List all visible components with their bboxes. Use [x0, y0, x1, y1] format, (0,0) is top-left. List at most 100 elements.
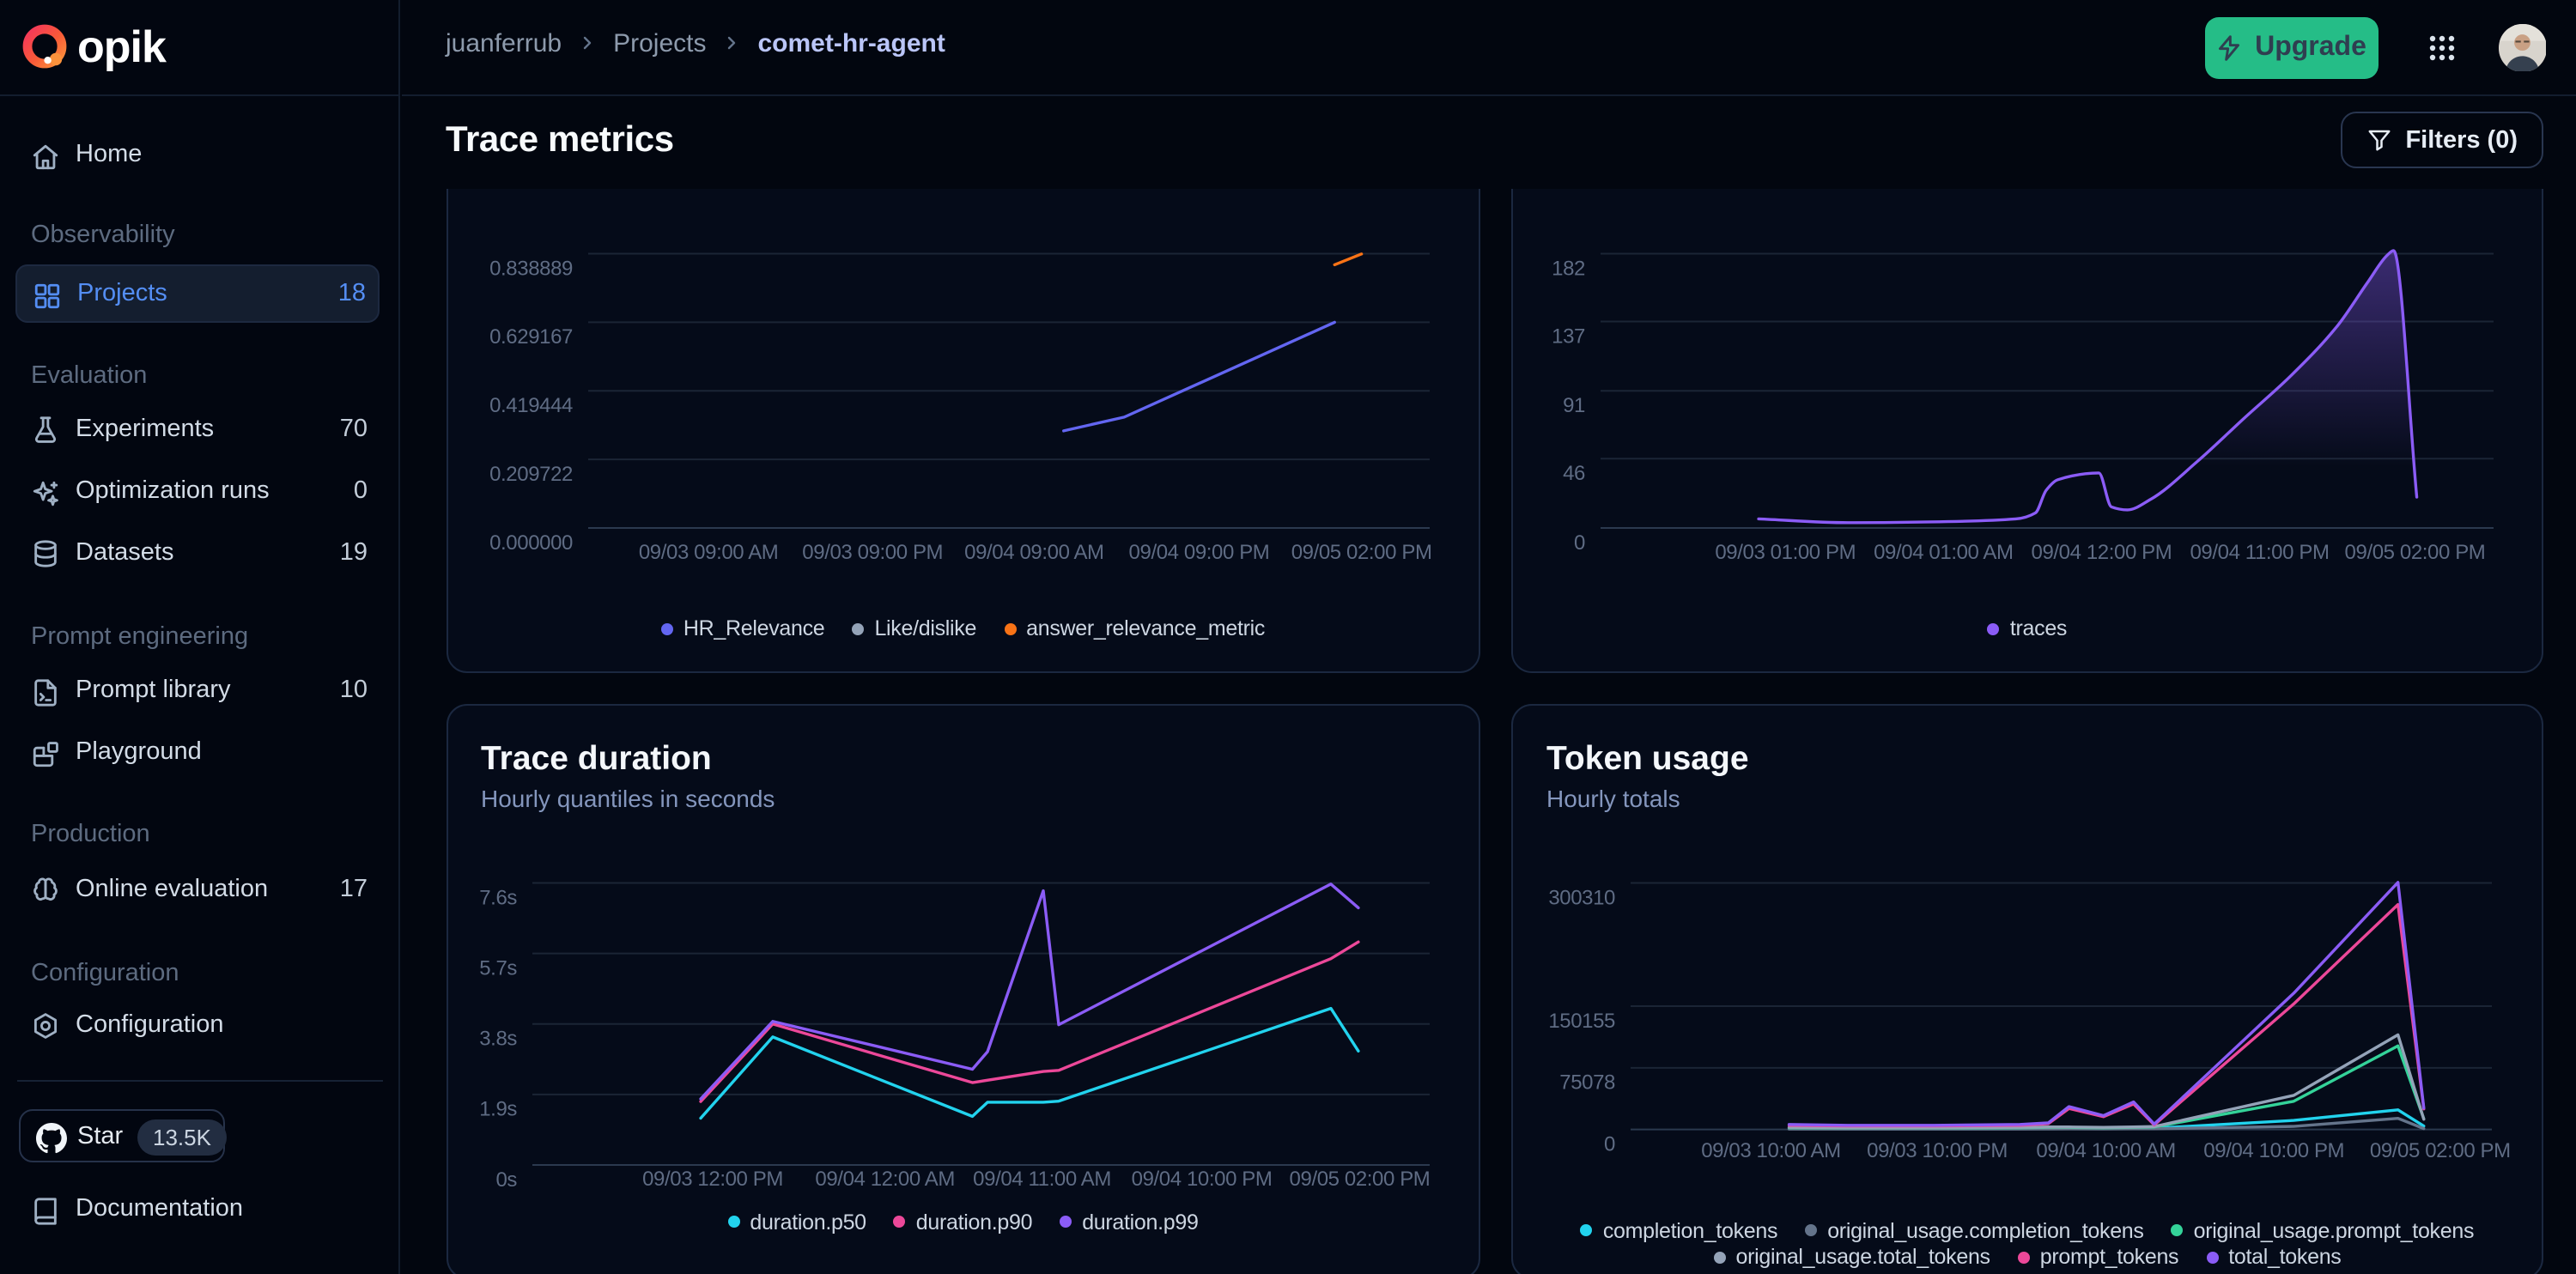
legend-label: traces: [2009, 616, 2068, 640]
sidebar-item-optimization-runs[interactable]: Optimization runs 0: [15, 464, 380, 522]
duration-chart: 7.6s 5.7s 3.8s 1.9s 0s 09/03 12:00 PM 09/04 12…: [478, 881, 1430, 1191]
opik-logo-icon: [22, 24, 67, 69]
legend-dot-icon: [1713, 1251, 1726, 1263]
legend-label: duration.p90: [915, 1210, 1033, 1234]
avatar-photo: [2499, 24, 2546, 71]
page-title: Trace metrics: [446, 120, 674, 160]
sidebar-item-home[interactable]: Home: [15, 127, 380, 185]
legend-item[interactable]: total_tokens: [2206, 1245, 2342, 1269]
chart-legend: duration.p50 duration.p90 duration.p99: [447, 1210, 1479, 1234]
upgrade-label: Upgrade: [2255, 33, 2366, 62]
sidebar-item-projects[interactable]: Projects 18: [15, 264, 380, 323]
sidebar-item-label: Optimization runs: [76, 477, 270, 505]
sidebar-item-prompt-library[interactable]: Prompt library 10: [15, 663, 380, 721]
star-label: Star: [77, 1122, 124, 1150]
legend-dot-icon: [1987, 622, 2000, 634]
filters-label: Filters (0): [2405, 126, 2518, 154]
legend-item[interactable]: HR_Relevance: [660, 616, 825, 640]
legend-item[interactable]: duration.p99: [1060, 1210, 1199, 1234]
sidebar-item-label: Home: [76, 141, 143, 168]
sidebar-divider: [17, 1079, 383, 1081]
token-chart: 300310 150155 75078 0 09/03 10:00 AM 09/03 10…: [1548, 880, 2511, 1162]
sidebar-item-configuration[interactable]: Configuration: [15, 997, 380, 1055]
legend-item[interactable]: original_usage.completion_tokens: [1805, 1218, 2144, 1242]
funnel-icon: [2367, 130, 2390, 151]
legend-dot-icon: [852, 622, 865, 634]
home-icon: [33, 143, 58, 169]
file-terminal-icon: [34, 678, 57, 706]
svg-text:09/04 12:00 AM: 09/04 12:00 AM: [814, 1167, 954, 1190]
legend-dot-icon: [727, 1216, 740, 1228]
svg-text:46: 46: [1563, 462, 1585, 485]
sidebar-section-production: Production: [31, 821, 150, 848]
github-icon: [36, 1122, 67, 1153]
breadcrumb-current: comet-hr-agent: [757, 28, 945, 58]
svg-text:0.000000: 0.000000: [489, 531, 572, 555]
svg-text:09/03 10:00 PM: 09/03 10:00 PM: [1867, 1138, 2008, 1162]
svg-text:09/04 10:00 PM: 09/04 10:00 PM: [1131, 1167, 1272, 1190]
legend-label: original_usage.prompt_tokens: [2193, 1218, 2475, 1242]
token-usage-panel: Token usage Hourly totals 300310 150155 75…: [1511, 703, 2543, 1274]
sidebar-item-count: 19: [339, 538, 368, 566]
panel-subtitle: Hourly quantiles in seconds: [481, 784, 775, 811]
avatar[interactable]: [2499, 24, 2546, 71]
flask-icon: [34, 416, 57, 443]
legend-dot-icon: [1060, 1216, 1072, 1228]
feedback-chart: 0.838889 0.629167 0.419444 0.209722 0.000000…: [489, 252, 1431, 564]
svg-text:09/04 11:00 PM: 09/04 11:00 PM: [2190, 541, 2329, 564]
panel-subtitle: Hourly totals: [1546, 784, 1680, 811]
svg-text:1.9s: 1.9s: [478, 1097, 516, 1120]
svg-text:09/05 02:00 PM: 09/05 02:00 PM: [1291, 541, 1431, 564]
legend-item[interactable]: prompt_tokens: [2017, 1245, 2179, 1269]
sidebar-item-count: 10: [339, 676, 368, 704]
chart-legend: completion_tokens original_usage.completi…: [1513, 1218, 2542, 1242]
legend-item[interactable]: duration.p90: [893, 1210, 1033, 1234]
github-star-button[interactable]: Star 13.5K: [19, 1109, 227, 1162]
legend-item[interactable]: Like/dislike: [852, 616, 976, 640]
svg-text:300310: 300310: [1548, 885, 1615, 908]
svg-text:0.419444: 0.419444: [489, 394, 572, 417]
topbar: juanferrub Projects comet-hr-agent Upgra…: [402, 0, 2576, 96]
legend-label: HR_Relevance: [683, 616, 825, 640]
sidebar-section-configuration: Configuration: [31, 960, 179, 987]
number-of-traces-panel: 182 137 91 46 0 09/03 01:00 PM 09/04 01:00 AM 0…: [1511, 188, 2543, 673]
legend-dot-icon: [893, 1216, 906, 1228]
legend-item[interactable]: traces: [1987, 616, 2068, 640]
svg-text:09/03 09:00 AM: 09/03 09:00 AM: [638, 541, 778, 564]
legend-item[interactable]: original_usage.prompt_tokens: [2171, 1218, 2475, 1242]
filters-button[interactable]: Filters (0): [2340, 112, 2543, 168]
chart-legend: HR_Relevance Like/dislike answer_relevance…: [447, 616, 1479, 640]
sidebar-item-datasets[interactable]: Datasets 19: [15, 525, 380, 583]
legend-dot-icon: [2171, 1224, 2184, 1236]
feedback-scores-panel: 0.838889 0.629167 0.419444 0.209722 0.000000…: [446, 188, 1480, 673]
legend-dot-icon: [1580, 1224, 1593, 1236]
sidebar-item-playground[interactable]: Playground: [15, 725, 380, 783]
sidebar-item-online-evaluation[interactable]: Online evaluation 17: [15, 861, 380, 919]
legend-item[interactable]: answer_relevance_metric: [1004, 616, 1265, 640]
settings-icon: [33, 1013, 58, 1039]
legend-dot-icon: [2206, 1251, 2219, 1263]
sidebar-item-experiments[interactable]: Experiments 70: [15, 401, 380, 459]
svg-text:5.7s: 5.7s: [478, 956, 516, 979]
svg-text:0s: 0s: [495, 1168, 516, 1191]
legend-item[interactable]: completion_tokens: [1580, 1218, 1777, 1242]
legend-dot-icon: [1805, 1224, 1818, 1236]
sidebar-item-label: Documentation: [76, 1195, 244, 1222]
panel-title: Token usage: [1546, 739, 1749, 777]
svg-text:09/04 10:00 PM: 09/04 10:00 PM: [2203, 1138, 2344, 1162]
chevron-right-icon: [728, 36, 736, 50]
apps-grid-icon[interactable]: [2428, 34, 2456, 62]
legend-label: duration.p99: [1082, 1210, 1199, 1234]
sidebar-item-documentation[interactable]: Documentation: [15, 1181, 380, 1240]
svg-text:09/04 12:00 PM: 09/04 12:00 PM: [2032, 541, 2172, 564]
legend-item[interactable]: duration.p50: [727, 1210, 866, 1234]
legend-item[interactable]: original_usage.total_tokens: [1713, 1245, 1990, 1269]
book-icon: [34, 1197, 57, 1224]
upgrade-button[interactable]: Upgrade: [2204, 17, 2378, 79]
breadcrumb-workspace[interactable]: juanferrub: [446, 28, 562, 58]
svg-text:09/04 11:00 AM: 09/04 11:00 AM: [972, 1167, 1110, 1190]
chart-legend: original_usage.total_tokens prompt_tokens…: [1513, 1245, 2542, 1269]
breadcrumb-projects[interactable]: Projects: [613, 28, 707, 58]
logo-text[interactable]: opik: [77, 21, 167, 72]
